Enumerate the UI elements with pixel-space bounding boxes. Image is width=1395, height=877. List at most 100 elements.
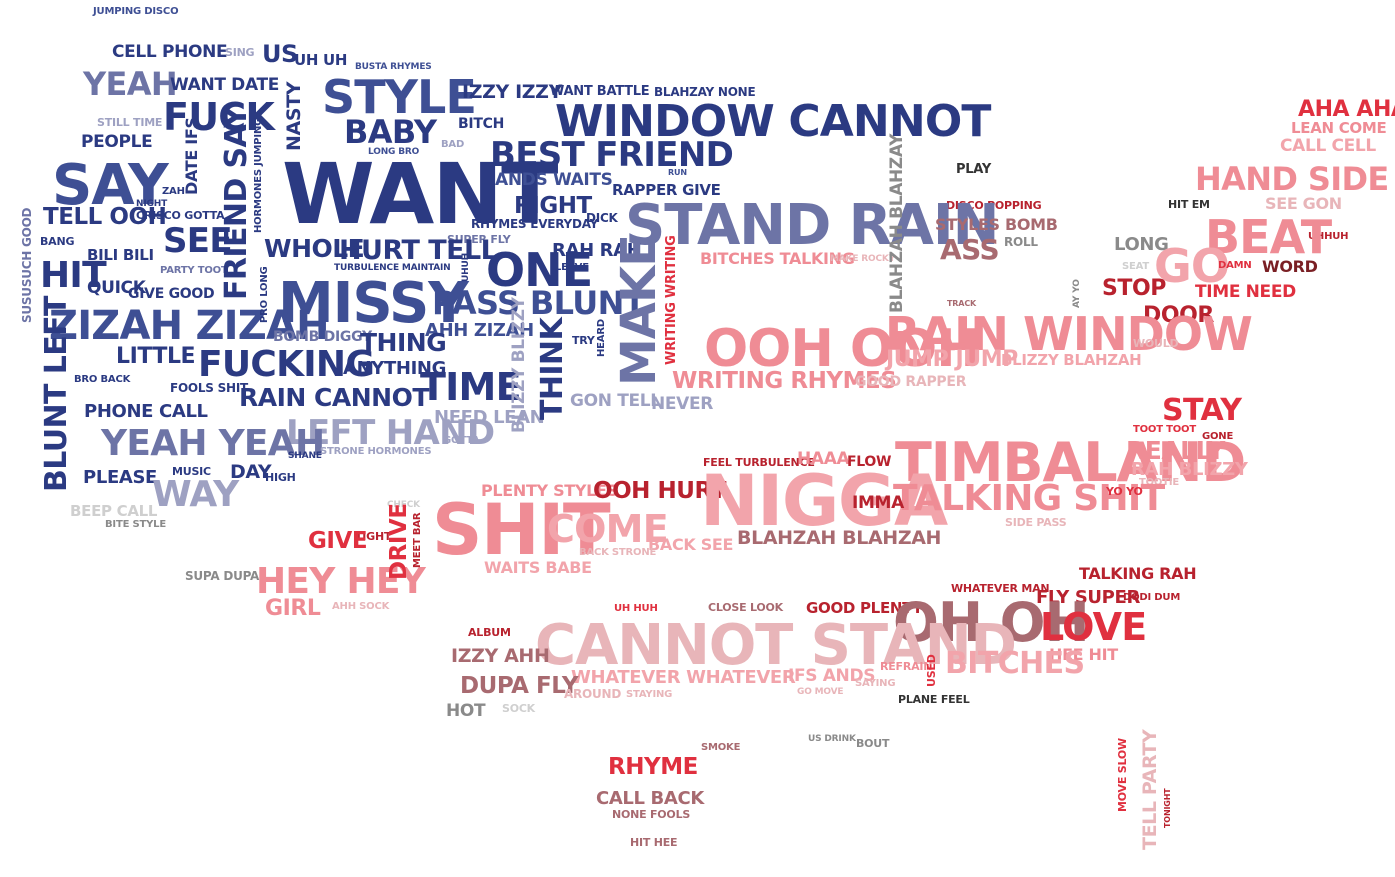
word-gotta: GOTTA xyxy=(443,435,480,446)
word-back-strone: BACK STRONE xyxy=(579,547,657,558)
word-yo-yo: YO YO xyxy=(1106,485,1143,498)
word-best-friend: BEST FRIEND xyxy=(490,135,734,175)
word-baby: BABY xyxy=(344,113,437,151)
word-fools-shit: FOOLS SHIT xyxy=(170,381,249,395)
word-hurt-tell: HURT TELL xyxy=(339,235,498,266)
word-uhuh: UHUH xyxy=(461,253,471,282)
word-see-gon: SEE GON xyxy=(1265,194,1342,213)
word-music: MUSIC xyxy=(172,465,211,478)
word-want-battle: WANT BATTLE xyxy=(550,84,650,99)
word-uh-huh: UH HUH xyxy=(614,603,658,614)
word-bomb-diggy: BOMB DIGGY xyxy=(273,329,372,345)
word-ooh-ooh: OOH OOH xyxy=(704,319,980,379)
word-want-date: WANT DATE xyxy=(170,75,279,95)
word-rain-window: RAIN WINDOW xyxy=(885,307,1253,361)
word-day: DAY xyxy=(230,461,272,483)
word-hand-side: HAND SIDE xyxy=(1195,160,1389,198)
word-nasty: NASTY xyxy=(283,81,305,151)
word-talking-rah: TALKING RAH xyxy=(1079,564,1197,583)
word-back-see: BACK SEE xyxy=(648,535,734,554)
word-call-cell: CALL CELL xyxy=(1280,136,1376,156)
word-rhymes-everyday: RHYMES EVERYDAY xyxy=(471,217,599,231)
word-anything: ANYTHING xyxy=(343,358,447,379)
word-none-fools: NONE FOOLS xyxy=(612,808,691,821)
word-date-ifs: DATE IFS xyxy=(182,117,201,195)
word-meet-bar: MEET BAR xyxy=(412,512,423,568)
word-writing-writing: WRITING WRITING xyxy=(664,235,679,365)
word-try: TRY xyxy=(572,334,595,347)
word-us-drink: US DRINK xyxy=(808,734,856,744)
word-give-good: GIVE GOOD xyxy=(128,286,215,302)
word-love: LOVE xyxy=(1040,605,1147,649)
word-right: RIGHT xyxy=(514,193,592,219)
word-saying: SAYING xyxy=(855,678,896,689)
word-still-time: STILL TIME xyxy=(97,116,163,129)
word-yeah: YEAH xyxy=(83,65,178,103)
word-ass: ASS xyxy=(940,233,1000,266)
word-long-bro: LONG BRO xyxy=(368,147,420,157)
word-bitches-talking: BITCHES TALKING xyxy=(700,249,855,268)
word-busta-rhymes: BUSTA RHYMES xyxy=(355,62,432,72)
word-see: SEE xyxy=(163,221,233,261)
word-writing-rhymes: WRITING RHYMES xyxy=(672,368,897,394)
word-dupa-fly: DUPA FLY xyxy=(460,673,579,699)
word-disco-popping: DISCO POPPING xyxy=(946,199,1042,212)
word-supa-dupa: SUPA DUPA xyxy=(185,569,260,583)
word-blizzy-blahzah: BLIZZY BLAHZAH xyxy=(1001,351,1142,369)
word-heard: HEARD xyxy=(596,319,607,357)
word-imma: IMMA xyxy=(852,493,904,513)
word-hey-hey: HEY HEY xyxy=(256,561,426,602)
word-dick: DICK xyxy=(586,211,618,225)
word-jumping-disco: JUMPING DISCO xyxy=(93,6,179,17)
word-tonight: TONIGHT xyxy=(1163,788,1172,828)
word-phone-call: PHONE CALL xyxy=(84,401,208,422)
word-time-need: TIME NEED xyxy=(1195,282,1296,302)
word-damn: DAMN xyxy=(1218,260,1252,271)
word-door: DOOR xyxy=(1143,303,1214,328)
word-leave: LEAVE xyxy=(555,262,589,273)
word-plenty-styles: PLENTY STYLES xyxy=(481,481,618,500)
word-roll: ROLL xyxy=(1004,235,1038,249)
word-blahzah-blahzah: BLAHZAH BLAHZAH xyxy=(737,527,942,549)
word-stand-rain: STAND RAIN xyxy=(625,193,999,258)
word-bite-style: BITE STYLE xyxy=(105,519,166,530)
word-feel-turbulence: FEEL TURBULENCE xyxy=(703,456,815,469)
word-sock: SOCK xyxy=(502,702,535,715)
word-refrain: REFRAIN xyxy=(880,660,933,673)
word-hit-hee: HIT HEE xyxy=(630,836,678,849)
word-lean-come: LEAN COME xyxy=(1291,119,1387,137)
word-izzy-izzy: IZZY IZZY xyxy=(462,81,562,103)
word-nigga: NIGGA xyxy=(700,460,948,542)
word-ands-waits: ANDS WAITS xyxy=(495,170,613,190)
word-bout: BOUT xyxy=(856,737,890,750)
word-word: WORD xyxy=(1262,257,1318,276)
word-flow: FLOW xyxy=(847,454,892,470)
word-timbaland: TIMBALAND xyxy=(895,431,1246,494)
word-one: ONE xyxy=(486,243,593,297)
word-left-hand: LEFT HAND xyxy=(286,413,495,453)
word-hee-hit: HEE HIT xyxy=(1049,645,1118,664)
word-bad: BAD xyxy=(441,139,465,150)
word-used: USED xyxy=(925,654,938,687)
word-good-plenty: GOOD PLENTY xyxy=(806,599,923,617)
word-zizah-zizah: ZIZAH ZIZAH xyxy=(49,303,330,349)
word-style: STYLE xyxy=(322,70,477,124)
word-rapper-give: RAPPER GIVE xyxy=(612,181,721,199)
word-beat: BEAT xyxy=(1205,210,1332,264)
word-jump-jump: JUMP JUMP xyxy=(886,347,1018,372)
word-staying: STAYING xyxy=(626,689,673,700)
word-bitch: BITCH xyxy=(458,116,505,132)
word-go-move: GO MOVE xyxy=(797,687,844,697)
word-long: LONG xyxy=(1114,234,1169,255)
word-smoke: SMOKE xyxy=(701,742,741,753)
word-close-look: CLOSE LOOK xyxy=(708,601,783,614)
word-stay: STAY xyxy=(1162,393,1242,428)
word-uh-uh: UH UH xyxy=(294,51,348,69)
word-pass-blunt: PASS BLUNT xyxy=(432,284,646,322)
word-whatever-man: WHATEVER MAN xyxy=(951,582,1050,595)
word-album: ALBUM xyxy=(468,626,511,639)
word-shit: SHIT xyxy=(432,489,611,571)
word-window-cannot: WINDOW CANNOT xyxy=(555,96,991,147)
word-ooh-hurt: OOH HURT xyxy=(593,478,726,504)
